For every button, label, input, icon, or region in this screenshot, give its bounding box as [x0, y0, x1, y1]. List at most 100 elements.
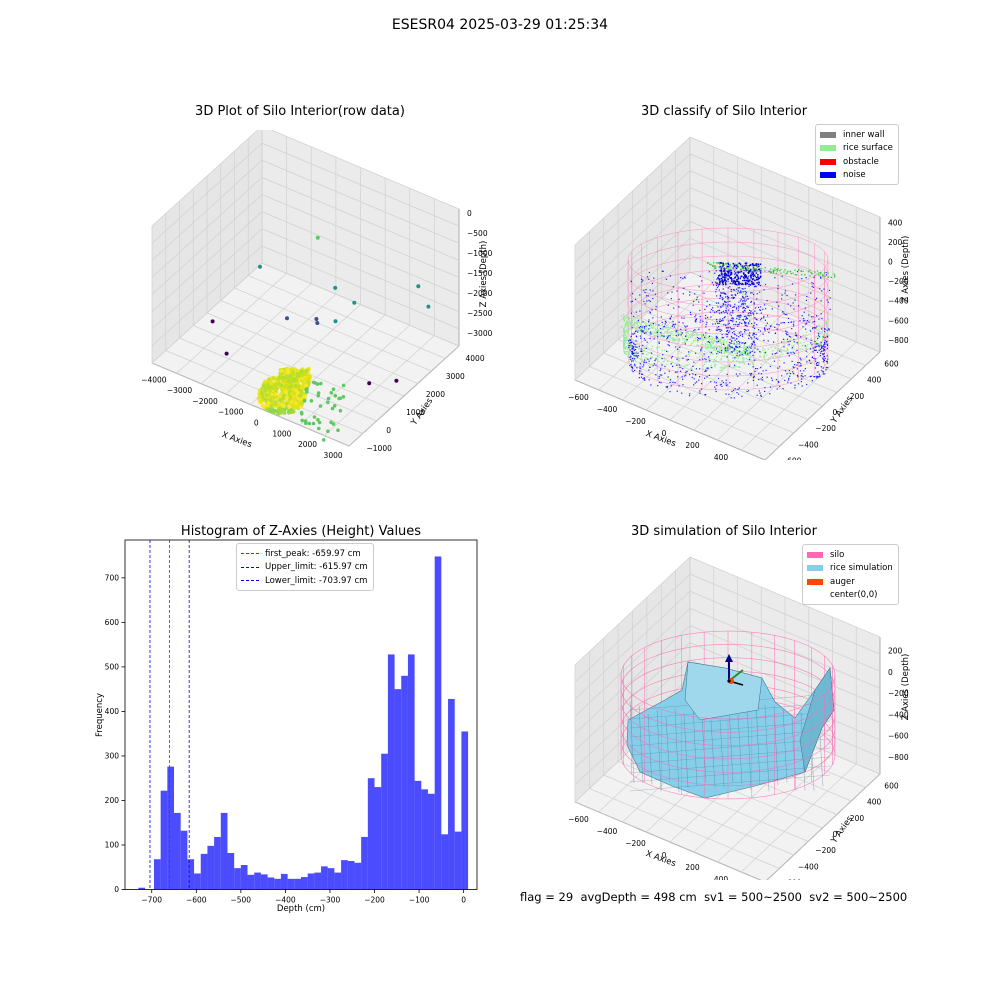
legend-item-silo: silo [807, 548, 893, 562]
noise-point [658, 381, 660, 383]
rice-surface-point [780, 272, 782, 274]
rice-surface-point [682, 338, 684, 340]
rice-surface-point [643, 350, 645, 352]
rice-surface-point [650, 325, 652, 327]
rice-surface-point [743, 358, 745, 360]
noise-point [747, 382, 749, 384]
rice-surface-point [685, 338, 687, 340]
noise-point [724, 293, 726, 295]
noise-point [639, 310, 641, 312]
histogram-bar [167, 766, 175, 890]
noise-point [668, 370, 670, 372]
rice-surface-point [624, 337, 626, 340]
noise-point [639, 335, 641, 337]
noise-point [649, 311, 651, 313]
noise-point [718, 289, 720, 291]
noise-point [709, 335, 711, 337]
noise-point [740, 291, 742, 293]
noise-point [717, 306, 719, 308]
noise-point [637, 331, 639, 333]
noise-point [783, 322, 786, 324]
noise-point [787, 334, 789, 336]
noise-point [764, 328, 766, 330]
noise-point [631, 333, 633, 335]
grid-line [717, 331, 833, 441]
noise-point [803, 318, 805, 320]
noise-point [682, 384, 684, 386]
noise-point [633, 355, 635, 357]
grid-line [689, 187, 881, 268]
noise-point [737, 309, 739, 311]
rice-surface-point [651, 363, 653, 365]
rice-surface-point [655, 329, 657, 331]
noise-point [671, 355, 673, 358]
noise-point [815, 360, 817, 362]
noise-point [693, 361, 695, 363]
noise-point [753, 375, 755, 377]
rice-surface-point [743, 344, 745, 346]
y-tick-label: 2000 [426, 390, 445, 399]
noise-point [744, 282, 747, 284]
noise-point [740, 275, 743, 277]
rice-surface-point [779, 359, 781, 361]
rice-surface-point [729, 364, 731, 366]
rice-surface-point [627, 329, 629, 331]
noise-point [800, 336, 802, 338]
rice-surface-point [714, 267, 716, 270]
rice-surface-point [678, 338, 681, 340]
grid-line [261, 159, 460, 244]
noise-point [631, 353, 633, 355]
noise-point [724, 276, 726, 278]
rice-surface-point [748, 348, 750, 350]
mesh-line [692, 705, 698, 786]
noise-point [743, 270, 745, 272]
noise-point [717, 310, 719, 312]
noise-point [699, 376, 701, 378]
noise-point [661, 270, 663, 272]
rice-surface-point [776, 270, 778, 272]
noise-point [672, 321, 674, 323]
noise-point [738, 316, 740, 318]
noise-point [685, 355, 687, 357]
mesh-line [647, 713, 653, 785]
noise-point [738, 282, 740, 284]
noise-point [717, 277, 719, 279]
rice-surface-point [802, 270, 804, 272]
noise-point [828, 328, 830, 330]
rice-surface-point [652, 324, 654, 326]
noise-point [634, 365, 636, 367]
rice-surface-point [772, 356, 774, 358]
noise-point [749, 332, 751, 334]
rice-surface-point [626, 323, 628, 325]
noise-point [716, 353, 718, 355]
noise-point [739, 315, 741, 317]
noise-point [655, 364, 657, 366]
rice-surface-point [715, 337, 717, 339]
rice-surface-point [743, 268, 745, 270]
classified-scatter-3d-plot: −600−400−2000200400600−600−400−200020040… [568, 136, 911, 460]
noise-point [735, 345, 737, 347]
noise-point [671, 325, 673, 327]
rice-surface-point [779, 355, 781, 358]
rice-surface-point [708, 344, 710, 346]
data-point [314, 317, 319, 321]
noise-point [667, 304, 669, 306]
rice-surface-point [792, 272, 794, 274]
surface-point [341, 383, 346, 388]
noise-point [755, 337, 757, 339]
noise-point [632, 350, 634, 352]
histogram-bar [234, 868, 241, 890]
grid-line [261, 142, 460, 227]
rice-surface-point [783, 340, 785, 342]
noise-point [712, 323, 714, 325]
noise-point [826, 340, 828, 342]
noise-point [716, 318, 718, 321]
noise-point [736, 279, 738, 281]
rice-surface-point [796, 343, 799, 345]
rice-surface-point [636, 361, 638, 363]
noise-point [635, 352, 637, 354]
noise-point [828, 289, 831, 291]
noise-point [736, 346, 738, 348]
rice-surface-point [645, 360, 648, 362]
noise-point [698, 301, 700, 303]
